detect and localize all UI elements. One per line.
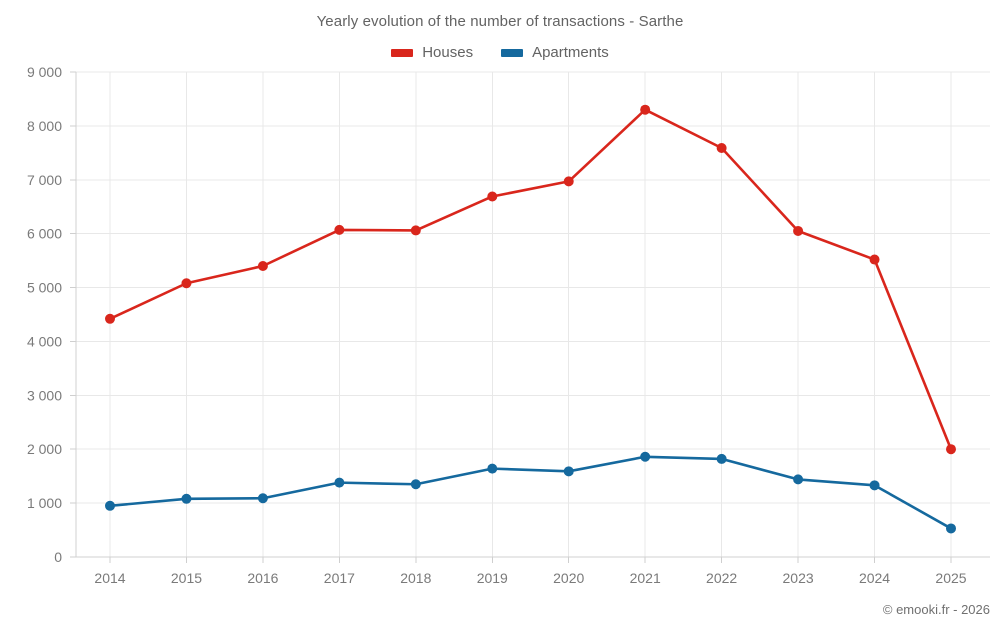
data-point[interactable]: Houses 2021: 8300 [640, 104, 651, 115]
x-tick-label: 2025 [935, 570, 966, 586]
data-point[interactable]: Apartments 2014: 950 [105, 500, 115, 511]
data-point[interactable]: Houses 2019: 6690 [487, 191, 498, 202]
data-point[interactable]: Houses 2017: 6070 [334, 224, 345, 235]
x-tick-label: 2022 [706, 570, 737, 586]
y-tick-label: 3 000 [27, 387, 62, 403]
y-tick-label: 5 000 [27, 280, 62, 296]
y-tick-label: 8 000 [27, 118, 62, 134]
x-tick-label: 2021 [630, 570, 661, 586]
data-point[interactable]: Apartments 2019: 1640 [487, 463, 498, 474]
chart-legend: Houses Apartments [0, 44, 1000, 61]
legend-swatch-apartments [501, 48, 524, 57]
data-series-layer: Houses 2014: 4420 Houses 2015: 5080 Houses… [105, 104, 956, 534]
x-axis-tick-labels: 2014 2015 2016 2017 2018 2019 2020 2021 2022 2023… [94, 570, 966, 586]
legend-label-apartments: Apartments [532, 44, 609, 61]
series-line-apartments [108, 455, 953, 530]
data-point[interactable]: Apartments 2023: 1440 [793, 474, 804, 485]
y-tick-label: 7 000 [27, 172, 62, 188]
x-tick-label: 2023 [783, 570, 814, 586]
y-tick-label: 2 000 [27, 441, 62, 457]
data-point[interactable]: Houses 2016: 5400 [257, 261, 268, 271]
legend-item-apartments[interactable]: Apartments [501, 44, 609, 61]
y-tick-label: 4 000 [27, 333, 62, 349]
x-tick-label: 2020 [553, 570, 584, 586]
data-point[interactable]: Houses 2014: 4420 [105, 313, 115, 324]
axis-lines [70, 71, 990, 563]
data-point[interactable]: Apartments 2017: 1380 [334, 477, 345, 488]
legend-item-houses[interactable]: Houses [391, 44, 473, 61]
credit-text: © emooki.fr - 2026 [882, 602, 990, 617]
data-point[interactable]: Apartments 2025: 530 [946, 523, 956, 534]
x-tick-label: 2019 [477, 570, 508, 586]
data-point[interactable]: Apartments 2020: 1590 [563, 466, 574, 477]
series-line-houses [108, 108, 953, 451]
x-tick-label: 2016 [247, 570, 278, 586]
data-point[interactable]: Apartments 2018: 1350 [410, 479, 421, 490]
chart-title: Yearly evolution of the number of transa… [316, 13, 684, 30]
data-point[interactable]: Apartments 2021: 1860 [640, 451, 651, 462]
data-point[interactable]: Houses 2020: 6970 [563, 176, 574, 187]
data-point[interactable]: Apartments 2015: 1080 [181, 493, 192, 504]
legend-swatch-houses [391, 48, 414, 57]
data-point[interactable]: Houses 2022: 7590 [716, 142, 727, 153]
x-tick-label: 2014 [94, 570, 125, 586]
data-point[interactable]: Houses 2018: 6060 [410, 225, 421, 236]
x-tick-label: 2015 [171, 570, 202, 586]
legend-label-houses: Houses [422, 44, 474, 61]
x-tick-label: 2018 [400, 570, 431, 586]
y-tick-label: 0 [54, 549, 62, 565]
y-tick-label: 1 000 [27, 495, 62, 511]
x-tick-label: 2017 [324, 570, 355, 586]
y-tick-label: 6 000 [27, 226, 62, 242]
y-axis-tick-labels: 0 1 000 2 000 3 000 4 000 5 000 6 000 7 000 8 00… [27, 64, 62, 565]
data-point[interactable]: Apartments 2024: 1330 [869, 480, 880, 491]
data-point[interactable]: Apartments 2016: 1090 [257, 493, 268, 504]
x-tick-label: 2024 [859, 570, 890, 586]
y-tick-label: 9 000 [27, 64, 62, 80]
data-point[interactable]: Houses 2024: 5520 [869, 254, 880, 265]
data-point[interactable]: Houses 2015: 5080 [181, 278, 192, 289]
data-point[interactable]: Houses 2023: 6050 [793, 225, 804, 236]
